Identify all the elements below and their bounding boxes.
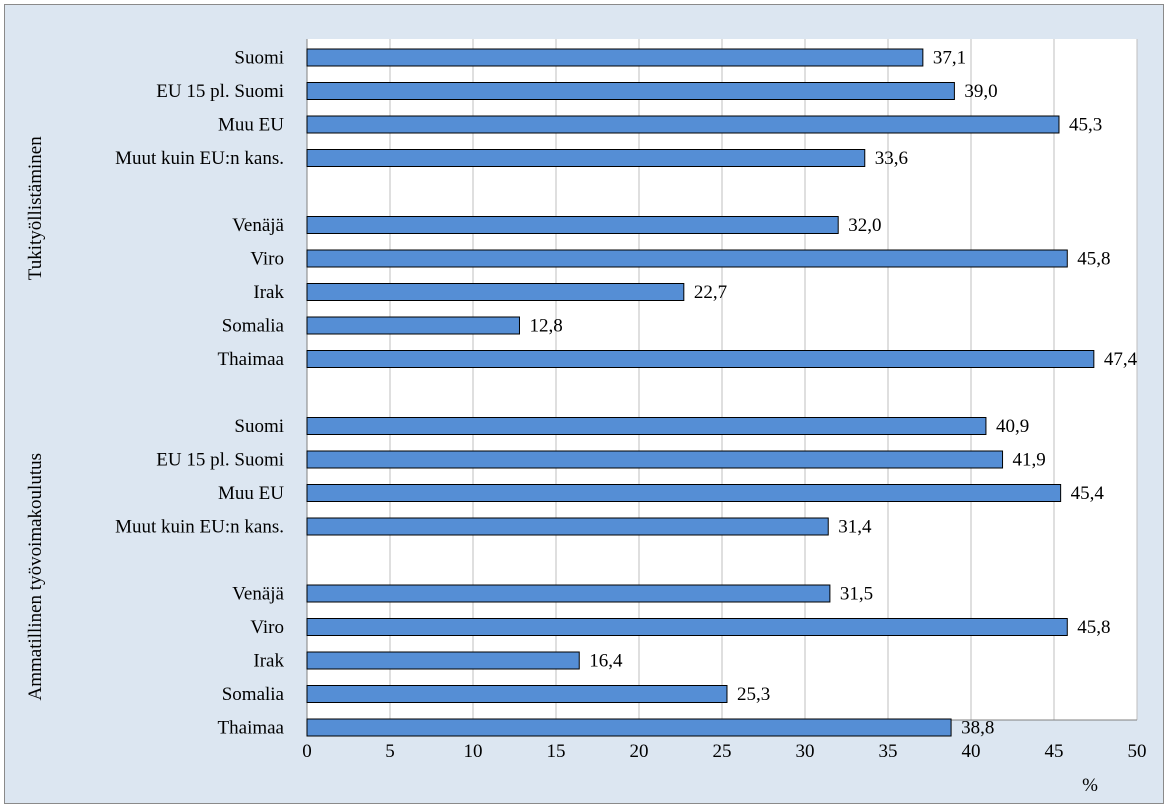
category-label: Muu EU — [218, 115, 284, 136]
category-label: Somalia — [222, 684, 285, 705]
bar — [306, 283, 685, 301]
value-label: 32,0 — [848, 215, 881, 236]
value-label: 39,0 — [964, 81, 997, 102]
bar — [306, 718, 952, 737]
value-label: 45,4 — [1071, 483, 1105, 504]
bar — [306, 216, 839, 234]
bar — [306, 316, 520, 335]
category-label: Suomi — [234, 416, 284, 437]
value-label: 45,8 — [1077, 249, 1110, 270]
value-label: 45,3 — [1069, 115, 1102, 136]
category-label: Muut kuin EU:n kans. — [115, 148, 284, 169]
value-label: 37,1 — [933, 48, 966, 69]
value-label: 31,5 — [840, 584, 873, 605]
value-label: 16,4 — [589, 651, 623, 672]
bar — [306, 417, 987, 435]
category-label: Viro — [250, 249, 284, 270]
bar — [306, 484, 1062, 502]
value-label: 31,4 — [838, 517, 872, 538]
category-label: Muut kuin EU:n kans. — [115, 517, 284, 538]
x-tick-label: 40 — [962, 741, 981, 762]
bar — [306, 685, 728, 703]
bar — [306, 350, 1095, 368]
category-label: Muu EU — [218, 483, 284, 504]
group-label: Tukityöllistäminen — [25, 136, 46, 280]
category-label: Venäjä — [232, 215, 284, 236]
category-label: Suomi — [234, 48, 284, 69]
chart-frame: 0 5 10 15 20 25 30 35 40 45 50 Suomi 37,1 EU 15 pl. S… — [4, 4, 1164, 804]
x-tick-label: 45 — [1045, 741, 1064, 762]
x-tick-label: 0 — [302, 741, 312, 762]
category-label: Somalia — [222, 316, 285, 337]
value-label: 25,3 — [737, 684, 770, 705]
value-label: 41,9 — [1013, 450, 1046, 471]
bar — [306, 82, 955, 100]
bar — [306, 517, 829, 536]
bar — [306, 450, 1004, 469]
value-label: 38,8 — [961, 718, 994, 739]
category-label: Irak — [253, 651, 284, 672]
bar — [306, 149, 866, 167]
value-label: 33,6 — [875, 148, 908, 169]
category-label: Venäjä — [232, 584, 284, 605]
group-label: Ammatillinen työvoimakoulutus — [25, 453, 46, 701]
x-tick-label: 30 — [796, 741, 815, 762]
bar — [306, 48, 924, 67]
x-tick-label: 35 — [879, 741, 898, 762]
bar — [306, 249, 1068, 268]
category-label: Thaimaa — [218, 349, 285, 370]
bar — [306, 115, 1060, 134]
value-label: 45,8 — [1077, 617, 1110, 638]
bar-chart: 0 5 10 15 20 25 30 35 40 45 50 Suomi 37,1 EU 15 pl. S… — [25, 39, 1147, 796]
x-tick-label: 15 — [547, 741, 566, 762]
category-label: Irak — [253, 282, 284, 303]
x-tick-label: 50 — [1128, 741, 1147, 762]
bar — [306, 618, 1068, 636]
x-axis-unit-label: % — [1082, 775, 1098, 796]
value-label: 47,4 — [1104, 349, 1138, 370]
value-label: 22,7 — [694, 282, 727, 303]
bar — [306, 651, 580, 670]
category-label: Thaimaa — [218, 718, 285, 739]
x-tick-label: 25 — [713, 741, 732, 762]
value-label: 40,9 — [996, 416, 1029, 437]
category-label: Viro — [250, 617, 284, 638]
x-tick-label: 5 — [385, 741, 395, 762]
value-label: 12,8 — [529, 316, 562, 337]
bar — [306, 584, 831, 603]
category-label: EU 15 pl. Suomi — [156, 81, 284, 102]
category-label: EU 15 pl. Suomi — [156, 450, 284, 471]
x-tick-label: 20 — [630, 741, 649, 762]
x-tick-label: 10 — [464, 741, 483, 762]
